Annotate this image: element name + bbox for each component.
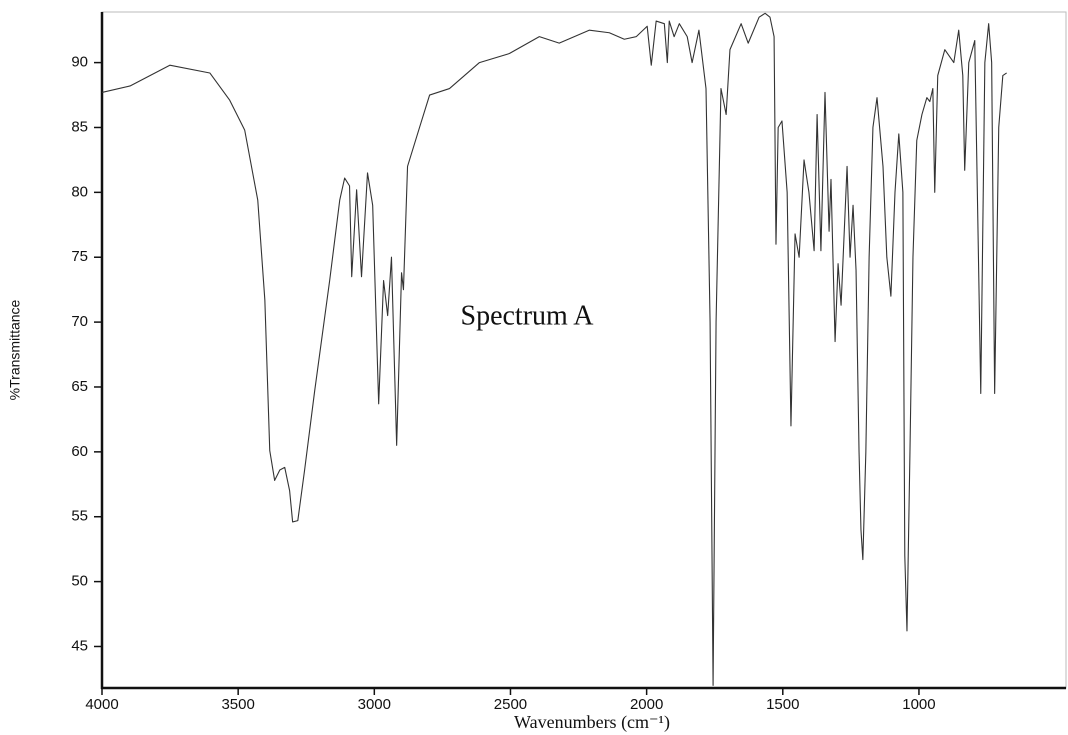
x-tick-label: 3000	[358, 696, 391, 713]
y-tick-label: 60	[71, 443, 88, 460]
plot-frame	[101, 11, 1067, 689]
y-tick-label: 85	[71, 118, 88, 135]
y-tick-label: 70	[71, 313, 88, 330]
x-tick-label: 2000	[630, 696, 663, 713]
x-tick-label: 1000	[902, 696, 935, 713]
y-tick-label: 55	[71, 508, 88, 525]
x-tick-label: 4000	[85, 696, 118, 713]
x-tick-label: 1500	[766, 696, 799, 713]
annotation: Spectrum A	[461, 300, 595, 331]
y-tick-label: 45	[71, 637, 88, 654]
y-tick-label: 75	[71, 248, 88, 265]
x-axis-label: Wavenumbers (cm⁻¹)	[514, 712, 670, 733]
y-tick-label: 80	[71, 183, 88, 200]
y-tick-label: 90	[71, 54, 88, 71]
y-tick-label: 50	[71, 573, 88, 590]
y-tick-label: 65	[71, 378, 88, 395]
x-tick-label: 3500	[221, 696, 254, 713]
spectrum-line	[101, 12, 1007, 686]
y-axis-label: %Transmittance	[7, 299, 23, 400]
x-tick-label: 2500	[494, 696, 527, 713]
